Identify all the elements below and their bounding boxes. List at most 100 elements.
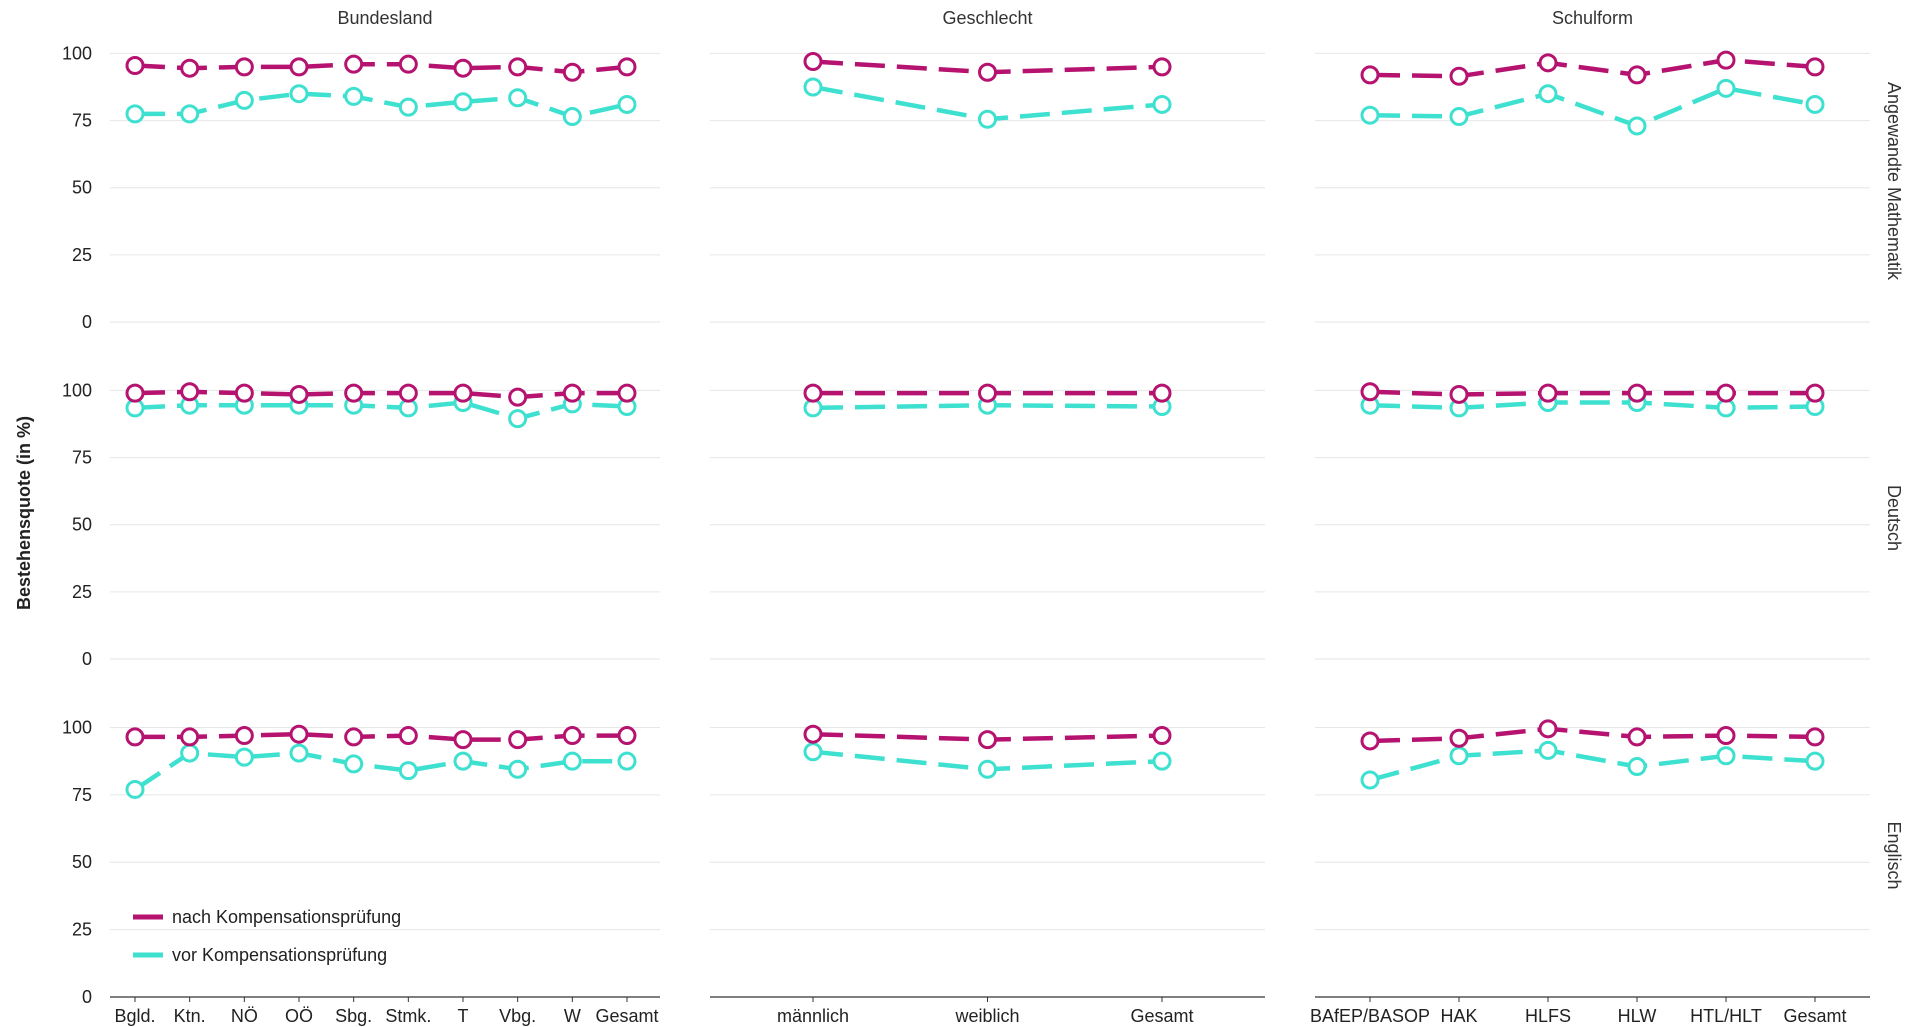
data-point-nach bbox=[1716, 726, 1736, 746]
facet-title-2: Schulform bbox=[1552, 8, 1633, 28]
y-tick-label: 0 bbox=[82, 987, 92, 1007]
y-tick-label: 75 bbox=[72, 111, 92, 131]
data-point-nach bbox=[803, 724, 823, 744]
text-layer: Bestehensquote (in %) Bundesland Geschlec… bbox=[14, 8, 1904, 1026]
data-point-nach bbox=[562, 726, 582, 746]
x-tick-label: Stmk. bbox=[385, 1006, 431, 1026]
data-point-nach bbox=[1805, 383, 1825, 403]
data-point-nach bbox=[1360, 382, 1380, 402]
data-point-vor bbox=[453, 92, 473, 112]
data-point-vor bbox=[508, 88, 528, 108]
data-point-nach bbox=[453, 383, 473, 403]
data-point-vor bbox=[1627, 757, 1647, 777]
data-point-nach bbox=[508, 730, 528, 750]
series-line-nach-r0-c2 bbox=[1369, 57, 1816, 79]
data-point-nach bbox=[398, 726, 418, 746]
data-point-nach bbox=[289, 724, 309, 744]
data-point-vor bbox=[1716, 78, 1736, 98]
data-point-nach bbox=[125, 383, 145, 403]
data-point-nach bbox=[344, 727, 364, 747]
data-point-nach bbox=[289, 57, 309, 77]
grid-layer bbox=[110, 52, 1870, 931]
data-point-vor bbox=[803, 77, 823, 97]
series-line-vor-r1-c2 bbox=[1369, 400, 1816, 411]
data-point-nach bbox=[978, 383, 997, 403]
series-line-vor-r2-c2 bbox=[1369, 748, 1816, 783]
data-point-nach bbox=[125, 56, 145, 76]
data-point-vor bbox=[234, 90, 254, 110]
x-tick-label: HLW bbox=[1618, 1006, 1657, 1026]
y-tick-label: 25 bbox=[72, 245, 92, 265]
data-point-vor bbox=[978, 759, 997, 779]
data-point-nach bbox=[234, 383, 254, 403]
data-point-nach bbox=[1538, 53, 1558, 73]
data-point-vor bbox=[1360, 770, 1380, 790]
x-tick-label: HLFS bbox=[1525, 1006, 1571, 1026]
series-line-nach-r0-c0 bbox=[134, 61, 628, 75]
strip-label-1: Deutsch bbox=[1884, 485, 1904, 551]
data-point-nach bbox=[180, 727, 200, 747]
strip-label-2: Englisch bbox=[1884, 821, 1904, 889]
series-line-vor-r1-c0 bbox=[134, 400, 628, 421]
data-point-nach bbox=[617, 57, 637, 77]
y-tick-label: 25 bbox=[72, 920, 92, 940]
x-tick-label: HAK bbox=[1440, 1006, 1477, 1026]
data-point-nach bbox=[344, 383, 364, 403]
x-tick-label: männlich bbox=[777, 1006, 849, 1026]
data-point-vor bbox=[562, 751, 582, 771]
data-point-nach bbox=[978, 62, 997, 82]
data-point-nach bbox=[344, 54, 364, 74]
data-point-vor bbox=[125, 779, 145, 799]
data-point-nach bbox=[1805, 727, 1825, 747]
x-tick-label: Ktn. bbox=[174, 1006, 206, 1026]
y-tick-label: 50 bbox=[72, 515, 92, 535]
data-point-vor bbox=[398, 97, 418, 117]
data-point-nach bbox=[803, 383, 823, 403]
data-point-vor bbox=[1627, 116, 1647, 136]
data-point-nach bbox=[125, 727, 145, 747]
data-point-nach bbox=[803, 51, 823, 71]
x-tick-label: OÖ bbox=[285, 1006, 313, 1026]
series-line-nach-r2-c2 bbox=[1369, 726, 1816, 744]
data-point-vor bbox=[617, 751, 637, 771]
data-point-nach bbox=[508, 57, 528, 77]
data-point-vor bbox=[289, 84, 309, 104]
data-point-nach bbox=[1360, 65, 1380, 85]
data-point-vor bbox=[398, 761, 418, 781]
data-point-nach bbox=[1152, 726, 1172, 746]
data-point-vor bbox=[1716, 746, 1736, 766]
data-point-vor bbox=[125, 104, 145, 124]
data-point-vor bbox=[180, 743, 200, 763]
data-point-vor bbox=[1538, 84, 1558, 104]
data-point-nach bbox=[1360, 731, 1380, 751]
data-point-nach bbox=[1627, 727, 1647, 747]
data-point-nach bbox=[398, 54, 418, 74]
facet-title-0: Bundesland bbox=[337, 8, 432, 28]
x-tick-label: T bbox=[458, 1006, 469, 1026]
data-point-nach bbox=[234, 726, 254, 746]
data-point-nach bbox=[1152, 383, 1172, 403]
y-tick-label: 100 bbox=[62, 43, 92, 63]
data-point-nach bbox=[1152, 57, 1172, 77]
data-point-nach bbox=[1538, 383, 1558, 403]
y-tick-label: 50 bbox=[72, 852, 92, 872]
data-point-nach bbox=[1716, 383, 1736, 403]
y-tick-label: 75 bbox=[72, 448, 92, 468]
data-point-nach bbox=[617, 726, 637, 746]
data-point-nach bbox=[289, 384, 309, 404]
data-point-vor bbox=[978, 109, 997, 129]
data-point-vor bbox=[1152, 94, 1172, 114]
data-point-vor bbox=[1449, 107, 1469, 127]
series-line-nach-r1-c0 bbox=[134, 389, 627, 400]
data-point-vor bbox=[1360, 105, 1380, 125]
data-point-nach bbox=[978, 730, 997, 750]
data-point-nach bbox=[1449, 384, 1469, 404]
data-point-nach bbox=[617, 383, 637, 403]
data-point-nach bbox=[1449, 728, 1469, 748]
data-point-nach bbox=[1449, 66, 1469, 86]
data-point-vor bbox=[453, 751, 473, 771]
data-point-nach bbox=[1538, 719, 1558, 739]
data-point-nach bbox=[1716, 50, 1736, 70]
x-tick-label: weiblich bbox=[954, 1006, 1019, 1026]
